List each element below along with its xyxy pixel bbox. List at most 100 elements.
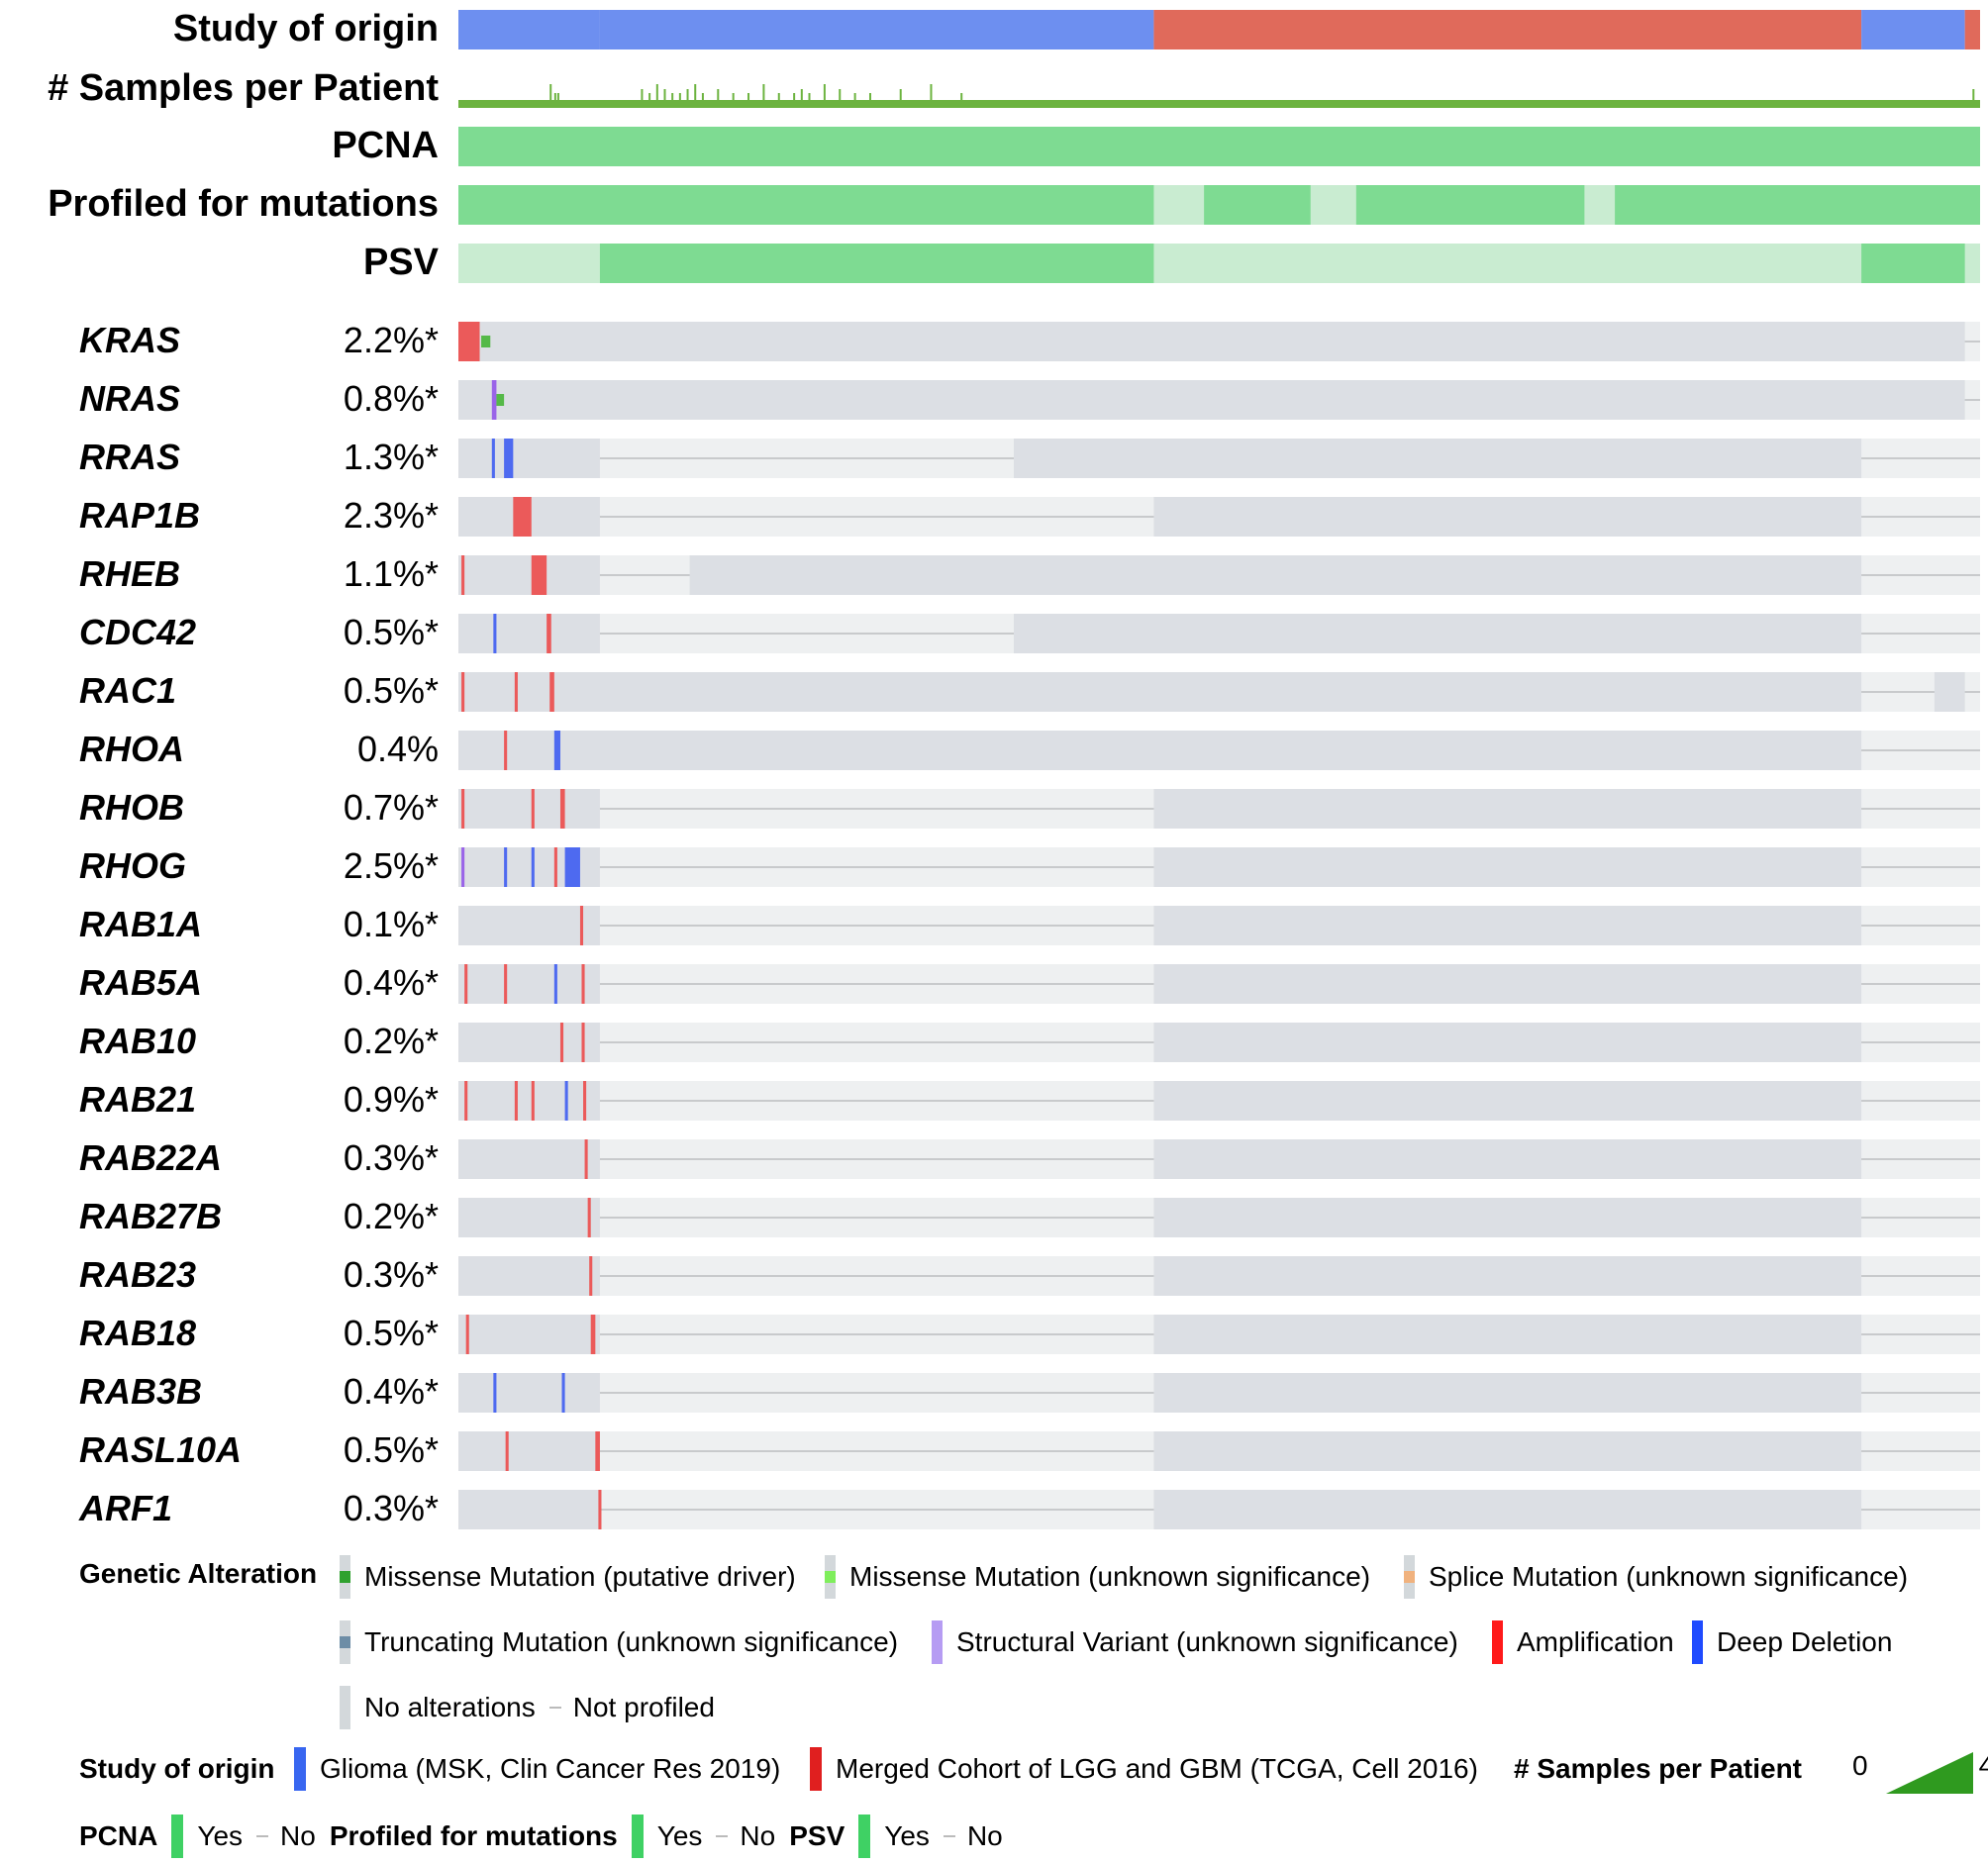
amplification-swatch-fill bbox=[1492, 1620, 1503, 1664]
study-segment bbox=[1153, 10, 1862, 49]
profiled-cell bbox=[458, 322, 1965, 361]
profiled-cell bbox=[1153, 1373, 1862, 1413]
samples-bar bbox=[648, 93, 651, 100]
alteration-mark bbox=[595, 1431, 600, 1471]
alteration-mark bbox=[461, 847, 465, 887]
psv-no-label: No bbox=[966, 1820, 1003, 1851]
gene-label: RAB3B bbox=[79, 1371, 202, 1412]
alteration-mark bbox=[553, 731, 560, 770]
profiled-cell bbox=[1153, 1315, 1862, 1354]
gene-percent: 1.3%* bbox=[344, 437, 439, 477]
legend-binary-row: PCNA Yes No Profiled for mutations Yes N… bbox=[79, 1815, 1003, 1858]
profiled-cell bbox=[458, 1023, 600, 1062]
not-profiled-dash bbox=[548, 1707, 561, 1709]
gene-label: RAB5A bbox=[79, 962, 202, 1003]
structural-variant-swatch bbox=[932, 1620, 943, 1664]
legend-truncating-unknown: Truncating Mutation (unknown significanc… bbox=[340, 1620, 898, 1664]
profiled-cell bbox=[458, 1139, 600, 1179]
study-segment bbox=[1964, 10, 1980, 49]
gene-label: RASL10A bbox=[79, 1429, 242, 1470]
psv-yes-label: Yes bbox=[884, 1820, 930, 1851]
samples-bar bbox=[777, 93, 780, 100]
samples-bar bbox=[678, 93, 681, 100]
profiled-cell bbox=[1153, 789, 1862, 829]
profiled-cell bbox=[458, 672, 1862, 712]
alteration-mark bbox=[504, 439, 514, 478]
alteration-mark bbox=[589, 1256, 593, 1296]
legend-missense-unknown-label: Missense Mutation (unknown significance) bbox=[849, 1561, 1371, 1592]
alteration-mark bbox=[547, 614, 551, 653]
legend-missense-unknown: Missense Mutation (unknown significance) bbox=[825, 1555, 1370, 1599]
legend-study-msk: Glioma (MSK, Clin Cancer Res 2019) bbox=[294, 1747, 780, 1791]
gene-label: RHOG bbox=[79, 845, 186, 886]
alteration-mark bbox=[481, 336, 491, 347]
legend-profiled-title: Profiled for mutations bbox=[329, 1820, 618, 1851]
clinical-track-label: PSV bbox=[363, 242, 440, 283]
pcna-yes-label: Yes bbox=[197, 1820, 244, 1851]
alteration-mark bbox=[561, 1373, 565, 1413]
legend-samples-title: # Samples per Patient bbox=[1514, 1753, 1803, 1784]
profiled-cell bbox=[1934, 672, 1965, 712]
splice-unknown-swatch bbox=[1404, 1555, 1415, 1599]
gene-label: RAB22A bbox=[79, 1137, 222, 1178]
profiled-cell bbox=[1153, 847, 1862, 887]
gene-label: RAC1 bbox=[79, 670, 176, 711]
profiled-cell bbox=[458, 614, 600, 653]
gene-percent: 0.4% bbox=[357, 729, 439, 769]
gene-percent: 0.8%* bbox=[344, 378, 439, 419]
alteration-mark bbox=[513, 497, 532, 537]
samples-bar bbox=[553, 93, 556, 100]
samples-bar bbox=[808, 93, 811, 100]
legend-study-tcga: Merged Cohort of LGG and GBM (TCGA, Cell… bbox=[810, 1747, 1478, 1791]
profiled-no-label: No bbox=[740, 1820, 776, 1851]
alteration-mark bbox=[504, 731, 508, 770]
alteration-mark bbox=[564, 847, 580, 887]
gene-label: ARF1 bbox=[78, 1488, 172, 1528]
study-segment bbox=[599, 10, 1154, 49]
legend-study-tcga-label: Merged Cohort of LGG and GBM (TCGA, Cell… bbox=[836, 1753, 1478, 1784]
alteration-mark bbox=[465, 1315, 469, 1354]
profiled-cell bbox=[1153, 1256, 1862, 1296]
truncating-unknown-swatch-fill bbox=[340, 1636, 350, 1648]
alteration-mark bbox=[559, 1023, 564, 1062]
legend-deep-deletion-label: Deep Deletion bbox=[1717, 1626, 1893, 1657]
profiled-cell bbox=[458, 1431, 600, 1471]
samples-bar bbox=[960, 93, 963, 100]
alteration-mark bbox=[493, 1373, 497, 1413]
binary-yes-fill bbox=[1861, 244, 1965, 283]
alteration-mark bbox=[514, 672, 518, 712]
profiled-cell bbox=[458, 1315, 600, 1354]
legend-samples-scale: 0 4 bbox=[1852, 1748, 1988, 1796]
binary-yes-fill bbox=[458, 185, 1154, 225]
samples-bar bbox=[1972, 89, 1975, 100]
alteration-mark bbox=[458, 322, 480, 361]
alteration-mark bbox=[581, 1023, 585, 1062]
alteration-mark bbox=[531, 555, 547, 595]
study-segment bbox=[458, 10, 600, 49]
gene-percent: 0.4%* bbox=[344, 1371, 439, 1412]
gene-percent: 0.3%* bbox=[344, 1137, 439, 1178]
alteration-mark bbox=[531, 1081, 535, 1121]
pcna-no-dash bbox=[256, 1835, 269, 1837]
alteration-mark bbox=[505, 1431, 509, 1471]
alteration-mark bbox=[491, 380, 497, 420]
legend-splice-unknown: Splice Mutation (unknown significance) bbox=[1404, 1555, 1908, 1599]
gene-percent: 2.2%* bbox=[344, 320, 439, 360]
no-alterations-swatch bbox=[340, 1686, 350, 1729]
legend-structural-variant: Structural Variant (unknown significance… bbox=[932, 1620, 1458, 1664]
amplification-swatch bbox=[1492, 1620, 1503, 1664]
samples-bar bbox=[732, 93, 735, 100]
profiled-cell bbox=[1014, 614, 1862, 653]
alteration-mark bbox=[493, 614, 497, 653]
alteration-mark bbox=[583, 1081, 587, 1121]
alteration-mark bbox=[464, 964, 468, 1004]
alteration-mark bbox=[461, 672, 465, 712]
samples-bar bbox=[868, 93, 871, 100]
profiled-no-dash bbox=[716, 1835, 729, 1837]
study-segment bbox=[1861, 10, 1965, 49]
profiled-cell bbox=[1153, 1198, 1862, 1237]
samples-bar bbox=[930, 84, 933, 100]
alteration-mark bbox=[590, 1315, 596, 1354]
samples-bar bbox=[701, 93, 704, 100]
samples-bar bbox=[899, 89, 902, 100]
